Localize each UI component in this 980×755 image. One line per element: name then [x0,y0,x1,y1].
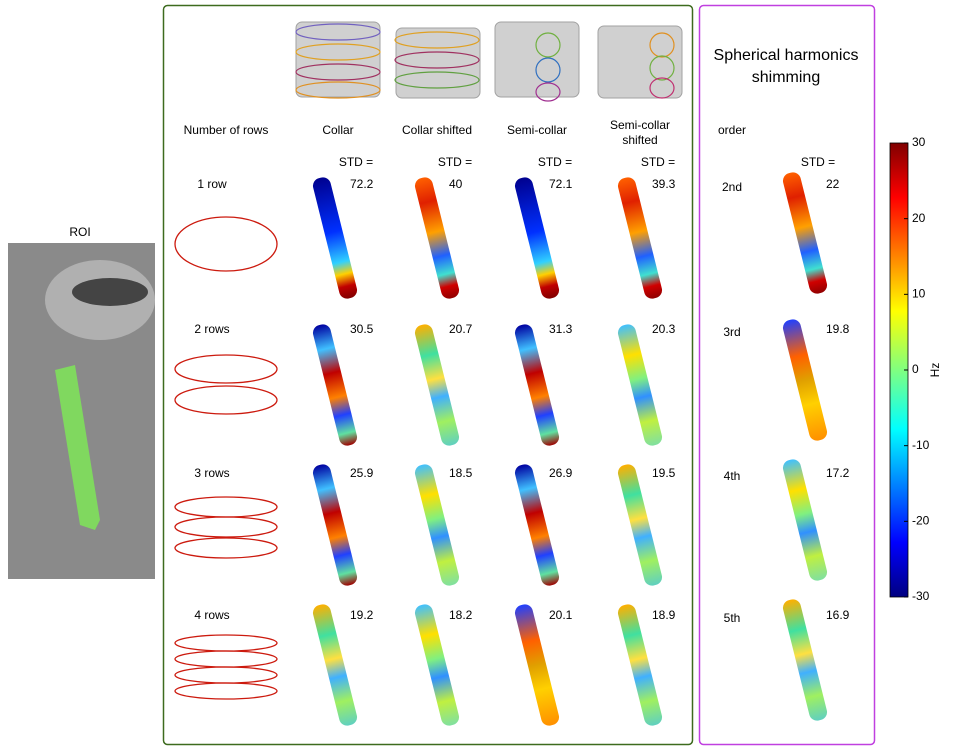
field-map [617,177,663,299]
field-map [617,324,663,446]
std-value: 22 [826,177,840,191]
coil-header: Collar [322,123,353,137]
field-map [782,172,828,294]
std-value: 20.1 [549,608,573,622]
coil-header: Semi-collar shifted [610,118,670,147]
std-value: 25.9 [350,466,374,480]
field-map [782,599,828,721]
field-map [414,177,460,299]
colorbar-tick-label: 20 [912,211,926,225]
colorbar-tick-label: 10 [912,287,926,301]
sh-panel [698,4,876,746]
std-value: 40 [449,177,463,191]
std-value: 19.2 [350,608,374,622]
order-label: 2nd [722,180,742,194]
field-map [782,319,828,441]
colorbar-tick-label: -10 [912,438,930,452]
std-value: 39.3 [652,177,676,191]
std-value: 20.3 [652,322,676,336]
std-value: 19.8 [826,322,850,336]
colorbar-label: Hz [928,363,942,378]
std-label: STD = [641,155,675,169]
field-map [782,459,828,581]
colorbar-tick-label: 0 [912,362,919,376]
sh-title: Spherical harmonics [714,47,859,64]
std-value: 20.7 [449,322,473,336]
std-value: 72.1 [549,177,573,191]
order-label: order [718,123,746,137]
roi-label: ROI [69,225,90,239]
field-map [312,324,358,446]
std-label: STD = [538,155,572,169]
order-label: 3rd [723,325,740,339]
std-label: STD = [438,155,472,169]
row-label: 2 rows [194,322,229,336]
field-map [414,324,460,446]
coil-panel [162,4,694,746]
row-diagrams [174,216,278,700]
row-label: 4 rows [194,608,229,622]
field-map [414,604,460,726]
row-label: 3 rows [194,466,229,480]
coil-header: Semi-collar [507,123,567,137]
std-value: 17.2 [826,466,850,480]
row-label: 1 row [197,177,227,191]
std-label: STD = [339,155,373,169]
order-label: 4th [724,469,741,483]
coil-header: Collar shifted [402,123,472,137]
order-label: 5th [724,611,741,625]
std-label: STD = [801,155,835,169]
ventricle [72,278,148,306]
field-map [312,464,358,586]
rows-header: Number of rows [184,123,269,137]
sh-title: shimming [752,69,820,86]
field-map [617,604,663,726]
std-value: 18.9 [652,608,676,622]
std-value: 18.5 [449,466,473,480]
field-map [514,177,560,299]
std-value: 19.5 [652,466,676,480]
field-map [514,604,560,726]
std-value: 30.5 [350,322,374,336]
field-map [312,604,358,726]
std-value: 16.9 [826,608,850,622]
field-map [312,177,358,299]
field-map [514,464,560,586]
roi-mask [55,365,100,530]
std-value: 31.3 [549,322,573,336]
colorbar-tick-label: 30 [912,135,926,149]
field-map [617,464,663,586]
std-value: 72.2 [350,177,374,191]
std-value: 26.9 [549,466,573,480]
colorbar-tick-label: -20 [912,514,930,528]
field-map [514,324,560,446]
std-value: 18.2 [449,608,473,622]
coil-loops [295,23,675,102]
colorbar-tick-label: -30 [912,589,930,603]
field-map [414,464,460,586]
